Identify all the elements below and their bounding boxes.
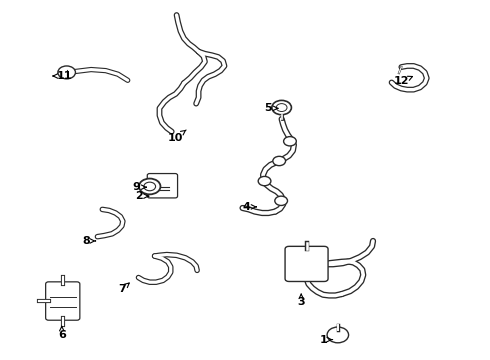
- FancyBboxPatch shape: [147, 174, 177, 198]
- Circle shape: [273, 156, 286, 166]
- Circle shape: [144, 182, 156, 191]
- Text: 7: 7: [118, 283, 129, 294]
- Circle shape: [272, 100, 292, 115]
- Circle shape: [284, 136, 296, 146]
- Circle shape: [327, 327, 348, 343]
- Text: 9: 9: [133, 182, 146, 192]
- Text: 11: 11: [53, 71, 72, 81]
- FancyBboxPatch shape: [285, 246, 328, 282]
- Text: 6: 6: [58, 327, 66, 340]
- Circle shape: [58, 66, 75, 79]
- Circle shape: [258, 176, 271, 186]
- Text: 1: 1: [319, 334, 333, 345]
- FancyBboxPatch shape: [46, 282, 80, 320]
- Text: 8: 8: [82, 236, 96, 246]
- Text: 10: 10: [168, 130, 186, 143]
- Circle shape: [139, 179, 160, 194]
- Text: 12: 12: [393, 76, 413, 86]
- Circle shape: [275, 196, 288, 206]
- Text: 5: 5: [265, 103, 278, 113]
- Text: 2: 2: [135, 191, 148, 201]
- Circle shape: [276, 104, 287, 112]
- Text: 3: 3: [297, 294, 305, 307]
- Text: 4: 4: [243, 202, 256, 212]
